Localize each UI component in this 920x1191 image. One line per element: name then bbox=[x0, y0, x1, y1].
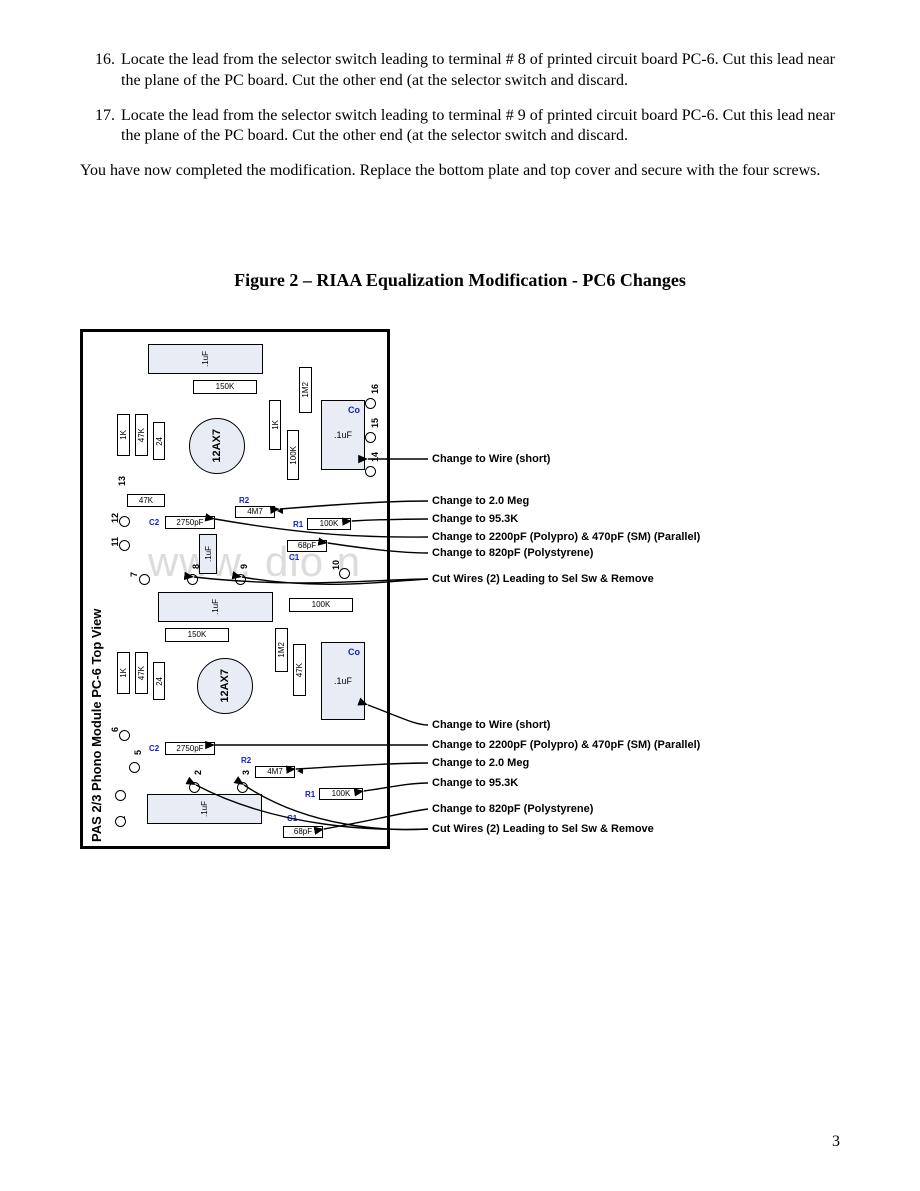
annotation-5: Change to 820pF (Polystyrene) bbox=[432, 547, 593, 559]
cap-68pf-top: 68pF bbox=[287, 540, 327, 552]
pad-2 bbox=[189, 782, 200, 793]
cap-1uf-top-small: .1uF bbox=[199, 534, 217, 574]
annotation-11: Change to 820pF (Polystyrene) bbox=[432, 803, 593, 815]
watermark-text: www. dio n bbox=[148, 538, 361, 586]
label-r1-top: R1 bbox=[293, 520, 303, 529]
figure-area: PAS 2/3 Phono Module PC-6 Top View www. … bbox=[80, 329, 830, 849]
pad-16 bbox=[365, 398, 376, 409]
cap-1uf-mid: .1uF bbox=[158, 592, 273, 622]
pad-1-dot bbox=[115, 816, 126, 827]
res-100k-top-v: 100K bbox=[287, 430, 299, 480]
res-4m7-bot: 4M7 bbox=[255, 766, 295, 778]
annotation-1: Change to Wire (short) bbox=[432, 453, 550, 465]
pad-8 bbox=[187, 574, 198, 585]
cap-co-bot: Co .1uF bbox=[321, 642, 365, 720]
cap-1uf-bot: .1uF bbox=[147, 794, 262, 824]
res-1m2-top: 1M2 bbox=[299, 367, 312, 413]
list-item-16: 16. Locate the lead from the selector sw… bbox=[80, 50, 840, 92]
res-1k-top: 1K bbox=[117, 414, 130, 456]
res-1m2-bot: 1M2 bbox=[275, 628, 288, 672]
pcb-outline: PAS 2/3 Phono Module PC-6 Top View www. … bbox=[80, 329, 390, 849]
tube-12ax7-top: 12AX7 bbox=[189, 418, 245, 474]
page: 16. Locate the lead from the selector sw… bbox=[0, 0, 920, 1191]
pad-11 bbox=[119, 540, 130, 551]
pad-3 bbox=[237, 782, 248, 793]
res-150k-bot: 150K bbox=[165, 628, 229, 642]
res-150k-top: 150K bbox=[193, 380, 257, 394]
annotation-12: Cut Wires (2) Leading to Sel Sw & Remove bbox=[432, 823, 654, 835]
figure-title: Figure 2 – RIAA Equalization Modificatio… bbox=[80, 270, 840, 291]
list-item-number: 16. bbox=[80, 50, 121, 92]
annotation-8: Change to 2200pF (Polypro) & 470pF (SM) … bbox=[432, 739, 700, 751]
pin-16: 16 bbox=[370, 384, 380, 394]
cap-1uf-top: .1uF bbox=[148, 344, 263, 374]
res-4m7-top: 4M7 bbox=[235, 506, 275, 518]
res-47k-top-b: 47K bbox=[127, 494, 165, 507]
tube-12ax7-bot: 12AX7 bbox=[197, 658, 253, 714]
res-100k-bot: 100K bbox=[319, 788, 363, 800]
cap-2750-bot: 2750pF bbox=[165, 742, 215, 755]
pin-3: 3 bbox=[241, 770, 251, 775]
arrow-r2-bot bbox=[297, 768, 303, 774]
res-100k-top: 100K bbox=[307, 518, 351, 530]
label-c1-bot: C1 bbox=[287, 814, 297, 823]
annotation-10: Change to 95.3K bbox=[432, 777, 518, 789]
annotation-9: Change to 2.0 Meg bbox=[432, 757, 529, 769]
annotation-4: Change to 2200pF (Polypro) & 470pF (SM) … bbox=[432, 531, 700, 543]
res-24-bot: 24 bbox=[153, 662, 165, 700]
pin-13: 13 bbox=[117, 476, 127, 486]
pad-9 bbox=[235, 574, 246, 585]
res-1k-top-b: 1K bbox=[269, 400, 281, 450]
pad-14 bbox=[365, 466, 376, 477]
pad-7 bbox=[139, 574, 150, 585]
label-r1-bot: R1 bbox=[305, 790, 315, 799]
res-47k-bot: 47K bbox=[135, 652, 148, 694]
body-text: 16. Locate the lead from the selector sw… bbox=[80, 50, 840, 182]
arrow-r2-top bbox=[277, 508, 283, 514]
pin-2: 2 bbox=[193, 770, 203, 775]
pad-5 bbox=[129, 762, 140, 773]
list-item-number: 17. bbox=[80, 106, 121, 148]
list-item-text: Locate the lead from the selector switch… bbox=[121, 106, 840, 148]
res-100k-mid: 100K bbox=[289, 598, 353, 612]
pin-14: 14 bbox=[370, 452, 380, 462]
annotation-3: Change to 95.3K bbox=[432, 513, 518, 525]
label-r2-bot: R2 bbox=[241, 756, 251, 765]
pad-12 bbox=[119, 516, 130, 527]
cap-2750-top: 2750pF bbox=[165, 516, 215, 529]
pad-6 bbox=[119, 730, 130, 741]
label-c2-bot: C2 bbox=[149, 744, 159, 753]
pin-9: 9 bbox=[239, 564, 249, 569]
res-24-top: 24 bbox=[153, 422, 165, 460]
res-47k-top-a: 47K bbox=[135, 414, 148, 456]
label-c2-top: C2 bbox=[149, 518, 159, 527]
annotation-6: Cut Wires (2) Leading to Sel Sw & Remove bbox=[432, 573, 654, 585]
list-item-text: Locate the lead from the selector switch… bbox=[121, 50, 840, 92]
annotation-7: Change to Wire (short) bbox=[432, 719, 550, 731]
cap-co-top: Co .1uF bbox=[321, 400, 365, 470]
pin-8: 8 bbox=[191, 564, 201, 569]
page-number: 3 bbox=[832, 1133, 840, 1151]
label-c1-top: C1 bbox=[289, 553, 299, 562]
pin-15: 15 bbox=[370, 418, 380, 428]
pin-6: 6 bbox=[110, 727, 120, 732]
label-r2-top: R2 bbox=[239, 496, 249, 505]
res-1k-bot: 1K bbox=[117, 652, 130, 694]
pin-7: 7 bbox=[129, 572, 139, 577]
pin-12: 12 bbox=[110, 513, 120, 523]
annotation-2: Change to 2.0 Meg bbox=[432, 495, 529, 507]
res-47k-bot-v: 47K bbox=[293, 644, 306, 696]
pad-15 bbox=[365, 432, 376, 443]
cap-68pf-bot: 68pF bbox=[283, 826, 323, 838]
list-item-17: 17. Locate the lead from the selector sw… bbox=[80, 106, 840, 148]
pin-11: 11 bbox=[110, 537, 120, 547]
completion-paragraph: You have now completed the modification.… bbox=[80, 161, 840, 182]
pad-4-dot bbox=[115, 790, 126, 801]
pin-5: 5 bbox=[133, 750, 143, 755]
board-vertical-label: PAS 2/3 Phono Module PC-6 Top View bbox=[89, 342, 104, 842]
pin-10: 10 bbox=[331, 560, 341, 570]
